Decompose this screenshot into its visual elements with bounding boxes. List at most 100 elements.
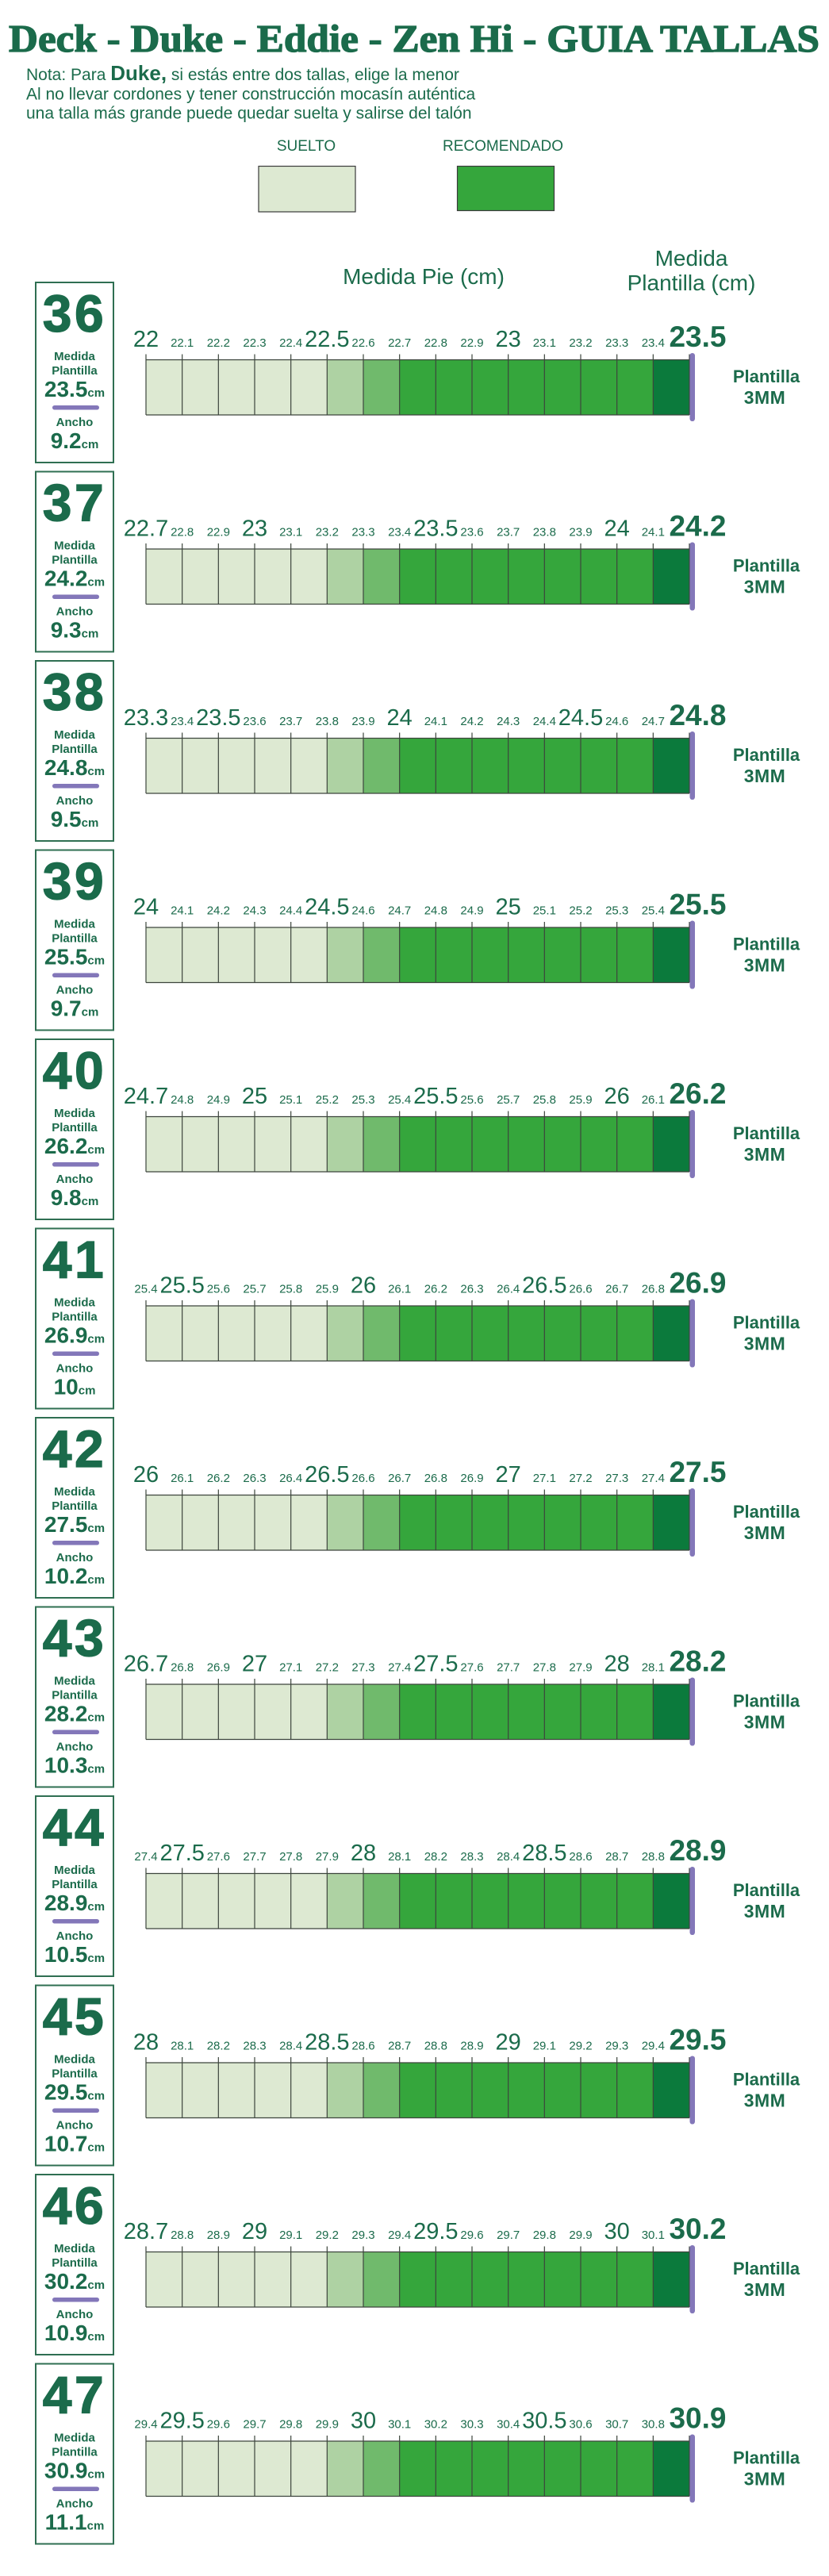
svg-text:23.1: 23.1 — [279, 526, 302, 539]
svg-text:29: 29 — [242, 2219, 267, 2244]
svg-text:28.2: 28.2 — [424, 1850, 447, 1864]
svg-text:22.9: 22.9 — [460, 336, 483, 350]
svg-text:26: 26 — [133, 1462, 159, 1488]
svg-text:Ancho: Ancho — [56, 1929, 94, 1943]
svg-text:Ancho: Ancho — [56, 1362, 94, 1376]
svg-text:26.4: 26.4 — [497, 1283, 520, 1296]
svg-text:30.1: 30.1 — [388, 2418, 411, 2432]
svg-text:28.6: 28.6 — [351, 2040, 374, 2053]
svg-text:26: 26 — [351, 1273, 376, 1299]
svg-text:3MM: 3MM — [744, 1712, 786, 1733]
svg-text:11.1cm: 11.1cm — [45, 2510, 105, 2535]
svg-text:23: 23 — [496, 327, 521, 352]
svg-text:9.8cm: 9.8cm — [51, 1185, 99, 1210]
svg-text:10cm: 10cm — [54, 1375, 96, 1399]
svg-text:26.1: 26.1 — [171, 1472, 194, 1485]
svg-text:24.8: 24.8 — [424, 904, 447, 918]
svg-text:24.6: 24.6 — [605, 715, 628, 728]
svg-text:27.9: 27.9 — [569, 1661, 592, 1675]
svg-text:23.7: 23.7 — [497, 526, 520, 539]
svg-text:22.6: 22.6 — [351, 336, 374, 350]
svg-text:24.5: 24.5 — [305, 895, 349, 920]
svg-text:Medida: Medida — [54, 2432, 95, 2445]
svg-text:22.9: 22.9 — [207, 526, 230, 539]
svg-text:25.6: 25.6 — [460, 1093, 483, 1107]
svg-text:29.6: 29.6 — [460, 2229, 483, 2242]
svg-text:39: 39 — [43, 852, 106, 911]
svg-text:26.6: 26.6 — [569, 1283, 592, 1296]
svg-text:27.6: 27.6 — [460, 1661, 483, 1675]
svg-text:26.9: 26.9 — [460, 1472, 483, 1485]
svg-text:22.7: 22.7 — [388, 336, 411, 350]
svg-text:29.6: 29.6 — [207, 2418, 230, 2432]
svg-text:3MM: 3MM — [744, 1522, 786, 1543]
svg-text:29.5: 29.5 — [669, 2023, 726, 2056]
svg-text:30.9cm: 30.9cm — [44, 2459, 105, 2483]
svg-text:27.7: 27.7 — [243, 1850, 266, 1864]
svg-text:3MM: 3MM — [744, 955, 786, 976]
svg-text:Plantilla: Plantilla — [733, 1691, 800, 1711]
svg-text:23.3: 23.3 — [605, 336, 628, 350]
svg-text:Plantilla: Plantilla — [52, 2067, 98, 2081]
svg-text:26.2: 26.2 — [207, 1472, 230, 1485]
svg-text:Plantilla: Plantilla — [733, 2259, 800, 2278]
svg-text:30.2: 30.2 — [669, 2213, 726, 2245]
svg-text:26.8: 26.8 — [171, 1661, 194, 1675]
svg-text:22.8: 22.8 — [424, 336, 447, 350]
svg-text:24.8: 24.8 — [669, 699, 726, 731]
svg-text:3MM: 3MM — [744, 2469, 786, 2490]
svg-text:Plantilla: Plantilla — [52, 1121, 98, 1134]
svg-text:23.5: 23.5 — [196, 705, 240, 731]
svg-text:28.9: 28.9 — [207, 2229, 230, 2242]
svg-text:28: 28 — [133, 2030, 159, 2056]
svg-text:23.4: 23.4 — [388, 526, 411, 539]
svg-text:29.1: 29.1 — [533, 2040, 556, 2053]
svg-text:23.4: 23.4 — [171, 715, 194, 728]
svg-text:28.1: 28.1 — [388, 1850, 411, 1864]
svg-text:26.2: 26.2 — [424, 1283, 447, 1296]
svg-text:RECOMENDADO: RECOMENDADO — [443, 138, 563, 155]
svg-text:26.6: 26.6 — [351, 1472, 374, 1485]
svg-text:23.5: 23.5 — [669, 321, 726, 353]
svg-text:24: 24 — [604, 516, 630, 542]
svg-text:30.3: 30.3 — [460, 2418, 483, 2432]
svg-text:28.8: 28.8 — [424, 2040, 447, 2053]
svg-text:24.4: 24.4 — [533, 715, 556, 728]
svg-text:Plantilla (cm): Plantilla (cm) — [628, 271, 756, 295]
svg-text:Plantilla: Plantilla — [733, 935, 800, 954]
svg-text:27.1: 27.1 — [533, 1472, 556, 1485]
svg-text:25.4: 25.4 — [134, 1283, 157, 1296]
svg-text:Ancho: Ancho — [56, 416, 94, 429]
svg-text:30.8: 30.8 — [642, 2418, 665, 2432]
svg-text:23.8: 23.8 — [533, 526, 556, 539]
svg-text:9.7cm: 9.7cm — [51, 996, 99, 1021]
svg-text:Plantilla: Plantilla — [733, 2070, 800, 2090]
svg-text:27: 27 — [242, 1652, 267, 1677]
svg-text:25.7: 25.7 — [243, 1283, 266, 1296]
svg-text:22.2: 22.2 — [207, 336, 230, 350]
svg-text:23.2: 23.2 — [316, 526, 339, 539]
svg-text:26.4: 26.4 — [279, 1472, 302, 1485]
svg-text:10.7cm: 10.7cm — [44, 2132, 105, 2156]
svg-text:SUELTO: SUELTO — [277, 138, 336, 155]
svg-text:27.4: 27.4 — [642, 1472, 665, 1485]
svg-text:25.4: 25.4 — [388, 1093, 411, 1107]
svg-text:Medida: Medida — [54, 1107, 95, 1120]
svg-text:10.3cm: 10.3cm — [44, 1753, 105, 1778]
svg-text:Ancho: Ancho — [56, 1551, 94, 1564]
svg-text:3MM: 3MM — [744, 387, 786, 408]
svg-text:29.4: 29.4 — [388, 2229, 411, 2242]
svg-text:Medida: Medida — [54, 1296, 95, 1310]
svg-text:22.5: 22.5 — [305, 327, 349, 352]
svg-text:24.7: 24.7 — [124, 1084, 168, 1109]
svg-text:42: 42 — [43, 1419, 106, 1478]
svg-text:23.7: 23.7 — [279, 715, 302, 728]
svg-text:26.7: 26.7 — [388, 1472, 411, 1485]
svg-text:26.9: 26.9 — [669, 1266, 726, 1299]
svg-text:29.5: 29.5 — [413, 2219, 458, 2244]
svg-text:Ancho: Ancho — [56, 1173, 94, 1186]
svg-text:43: 43 — [43, 1609, 106, 1668]
svg-text:30.2: 30.2 — [424, 2418, 447, 2432]
svg-text:30.6: 30.6 — [569, 2418, 592, 2432]
svg-text:22.3: 22.3 — [243, 336, 266, 350]
